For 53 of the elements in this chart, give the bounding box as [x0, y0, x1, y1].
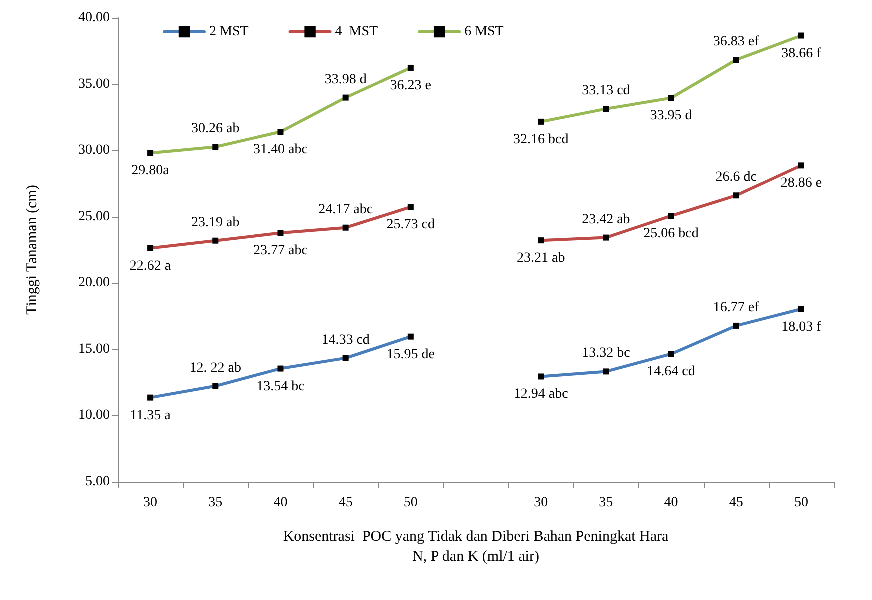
data-label: 14.33 cd — [322, 332, 370, 348]
x-tick-label: 35 — [599, 496, 614, 510]
data-label: 28.86 e — [780, 176, 822, 192]
data-label: 33.95 d — [650, 108, 692, 124]
y-tick-label: 25.00 — [78, 209, 110, 224]
x-axis-title: Konsentrasi POC yang Tidak dan Diberi Bahan Peningkat Hara N, P dan K (ml/1 air) — [283, 529, 670, 565]
legend-label: 4 MST — [335, 24, 379, 40]
data-label: 25.06 bcd — [644, 226, 699, 242]
y-tick-label: 5.00 — [86, 474, 110, 490]
data-label: 13.54 bc — [256, 379, 305, 394]
data-label: 36.23 e — [390, 78, 432, 94]
x-tick-label: 45 — [729, 496, 744, 510]
data-label: 15.95 de — [386, 347, 436, 362]
data-label: 33.13 cd — [582, 84, 630, 99]
x-tick-label: 45 — [338, 496, 353, 510]
x-tick-label: 50 — [794, 496, 808, 510]
y-tick-label: 20.00 — [78, 276, 110, 291]
data-label: 30.26 ab — [192, 122, 240, 137]
data-label: 29.80a — [132, 164, 170, 179]
y-tick-label: 15.00 — [78, 342, 110, 357]
legend-label: 2 MST — [210, 24, 250, 40]
data-label: 13.32 bc — [582, 346, 630, 362]
data-label: 36.83 ef — [713, 34, 760, 50]
y-tick-label: 30.00 — [78, 143, 110, 158]
data-label: 32.16 bcd — [513, 132, 569, 148]
data-label: 26.6 dc — [716, 170, 757, 186]
x-tick-label: 40 — [274, 496, 288, 510]
data-label: 23.21 ab — [516, 251, 566, 266]
data-label: 23.77 abc — [254, 244, 308, 259]
y-axis-title: Tinggi Tanaman (cm) — [24, 185, 40, 315]
x-tick-label: 40 — [664, 496, 678, 510]
data-label: 24.17 abc — [318, 202, 374, 218]
data-label: 14.64 cd — [647, 364, 696, 380]
data-label: 23.42 ab — [582, 212, 630, 228]
data-label: 31.40 abc — [254, 142, 308, 158]
data-label: 12. 22 ab — [190, 360, 242, 376]
data-label: 23.19 ab — [192, 215, 240, 230]
data-label: 11.35 a — [130, 408, 172, 424]
data-label: 16.77 ef — [713, 300, 760, 316]
x-tick-label: 30 — [144, 496, 158, 510]
x-tick-label: 35 — [208, 496, 223, 510]
legend-label: 6 MST — [464, 24, 504, 40]
x-tick-label: 50 — [404, 496, 418, 510]
data-label: 12.94 abc — [514, 387, 568, 402]
data-label: 33.98 d — [324, 72, 367, 88]
data-label: 38.66 f — [782, 46, 822, 62]
x-tick-label: 30 — [534, 496, 548, 510]
data-label: 22.62 a — [130, 258, 172, 274]
y-tick-label: 35.00 — [78, 76, 110, 92]
y-tick-label: 40.00 — [78, 10, 110, 26]
data-label: 25.73 cd — [386, 218, 436, 233]
data-label: 18.03 f — [782, 320, 822, 335]
y-tick-label: 10.00 — [78, 408, 110, 424]
